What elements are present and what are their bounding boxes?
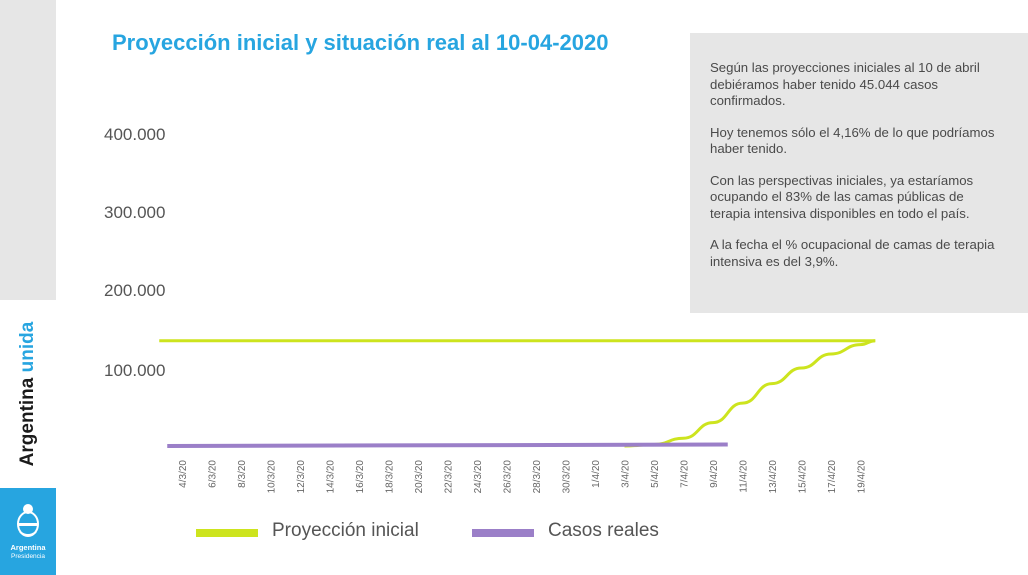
x-tick-label: 3/4/20 — [621, 460, 632, 488]
y-tick-label: 200.000 — [104, 281, 166, 300]
legend-label-proyeccion: Proyección inicial — [272, 520, 419, 541]
info-paragraph-1: Según las proyecciones iniciales al 10 d… — [710, 60, 980, 108]
presidencia-sub: Presidencia — [11, 553, 45, 560]
x-tick-label: 11/4/20 — [739, 460, 750, 493]
presidencia-badge: Argentina Presidencia — [0, 488, 56, 575]
chart-title: Proyección inicial y situación real al 1… — [112, 30, 609, 55]
x-tick-label: 8/3/20 — [237, 460, 248, 488]
x-tick-label: 24/3/20 — [473, 460, 484, 494]
coat-of-arms-icon — [17, 504, 39, 537]
legend-label-casos: Casos reales — [548, 520, 659, 541]
x-tick-label: 28/3/20 — [532, 460, 543, 494]
info-paragraph-4: A la fecha el % ocupacional de camas de … — [710, 237, 995, 269]
info-paragraph-2: Hoy tenemos sólo el 4,16% de lo que podr… — [710, 124, 995, 157]
x-tick-label: 12/3/20 — [296, 460, 307, 494]
x-tick-label: 15/4/20 — [798, 460, 809, 494]
x-tick-label: 26/3/20 — [503, 460, 514, 494]
x-tick-label: 19/4/20 — [857, 460, 868, 494]
x-tick-label: 13/4/20 — [768, 460, 779, 494]
y-tick-label: 400.000 — [104, 125, 166, 144]
x-tick-label: 14/3/20 — [326, 460, 337, 494]
info-paragraph-3: Con las perspectivas iniciales, ya estar… — [710, 172, 974, 221]
x-tick-label: 10/3/20 — [267, 460, 278, 494]
x-tick-label: 22/3/20 — [444, 460, 455, 494]
x-tick-label: 4/3/20 — [178, 460, 189, 488]
x-tick-label: 7/4/20 — [680, 460, 691, 488]
legend-swatch-proyeccion — [196, 529, 258, 537]
x-tick-label: 18/3/20 — [385, 460, 396, 494]
series-curve-proyeccion — [624, 339, 876, 448]
sidebar: Argentina unida Argentina Presidencia — [0, 0, 56, 575]
sidebar-top-panel — [0, 0, 56, 300]
x-tick-label: 1/4/20 — [591, 460, 602, 488]
presidencia-name: Argentina — [10, 543, 46, 552]
x-tick-label: 9/4/20 — [709, 460, 720, 488]
series-line-casos — [167, 442, 728, 448]
x-tick-label: 30/3/20 — [562, 460, 573, 494]
y-tick-label: 300.000 — [104, 203, 166, 222]
x-tick-label: 16/3/20 — [355, 460, 366, 494]
x-tick-label: 6/3/20 — [208, 460, 219, 488]
y-tick-label: 100.000 — [104, 361, 166, 380]
info-panel: Según las proyecciones iniciales al 10 d… — [690, 33, 1028, 313]
x-tick-label: 5/4/20 — [650, 460, 661, 488]
legend-swatch-casos — [472, 529, 534, 537]
x-tick-label: 17/4/20 — [827, 460, 838, 494]
x-tick-label: 20/3/20 — [414, 460, 425, 494]
